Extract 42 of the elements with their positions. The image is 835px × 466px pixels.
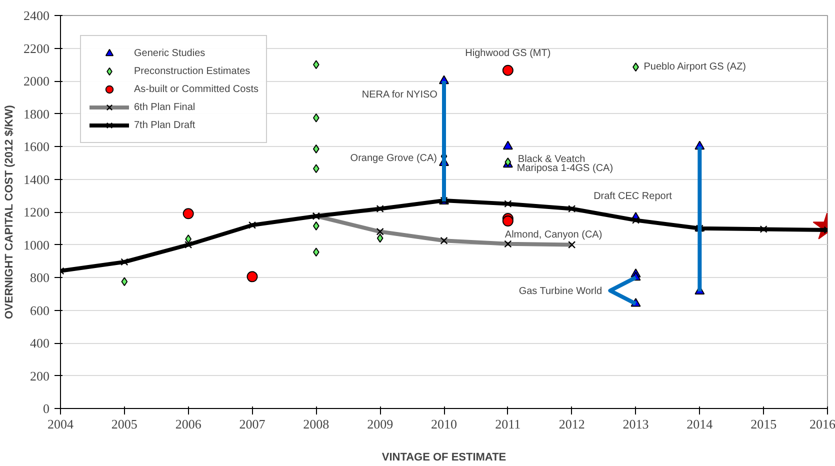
y-tick-label: 1800 <box>24 106 50 122</box>
x-tick-label: 2009 <box>367 416 394 432</box>
x-tick-label: 2015 <box>750 416 777 432</box>
x-tick-label: 2016 <box>810 416 835 432</box>
y-tick-label: 400 <box>30 336 50 350</box>
y-tick-label: 1600 <box>24 139 50 154</box>
x-tick-label: 2011 <box>495 416 521 432</box>
x-tick-label: 2007 <box>239 416 266 432</box>
annotation: Almond, Canyon (CA) <box>504 230 602 241</box>
x-axis-title: VINTAGE OF ESTIMATE <box>382 452 506 464</box>
x-tick-label: 2014 <box>686 416 714 432</box>
annotation: Orange Grove (CA) <box>350 152 438 164</box>
annotation: Mariposa 1-4GS (CA) <box>516 163 614 174</box>
annotation: NERA for NYISO <box>362 90 438 100</box>
x-tick-label: 2006 <box>175 416 202 432</box>
y-tick-label: 2000 <box>24 74 50 88</box>
x-tick-label: 2008 <box>303 416 330 432</box>
y-tick-label: 1000 <box>24 237 50 252</box>
x-tick-label: 2010 <box>431 416 457 432</box>
y-tick-label: 800 <box>30 270 50 285</box>
y-tick-label: 2400 <box>24 8 50 23</box>
x-tick-label: 2013 <box>622 416 649 432</box>
legend-label: 6th Plan Final <box>134 100 196 114</box>
x-tick-label: 2004 <box>48 416 74 432</box>
legend-label: 7th Plan Draft <box>134 118 196 132</box>
annotation: Gas Turbine World <box>518 286 602 298</box>
annotation: Black & Veatch <box>518 154 586 165</box>
legend-label: Preconstruction Estimates <box>134 64 250 78</box>
y-tick-label: 200 <box>30 368 50 384</box>
y-tick-label: 2200 <box>24 40 50 56</box>
annotation: Pueblo Airport GS (AZ) <box>644 62 746 73</box>
y-tick-label: 1400 <box>24 172 50 187</box>
x-tick-label: 2012 <box>558 416 585 432</box>
y-tick-label: 600 <box>30 302 50 318</box>
legend-label: Generic Studies <box>134 46 206 60</box>
annotation: Highwood GS (MT) <box>465 48 551 59</box>
y-tick-label: 1200 <box>24 204 50 220</box>
x-tick-label: 2005 <box>111 416 138 432</box>
legend-label: As-built or Committed Costs <box>134 82 258 96</box>
y-tick-label: 0 <box>43 401 50 416</box>
y-axis-title: OVERNIGHT CAPITAL COST (2012 $/KW) <box>4 104 16 320</box>
annotation: Draft CEC Report <box>594 191 672 202</box>
